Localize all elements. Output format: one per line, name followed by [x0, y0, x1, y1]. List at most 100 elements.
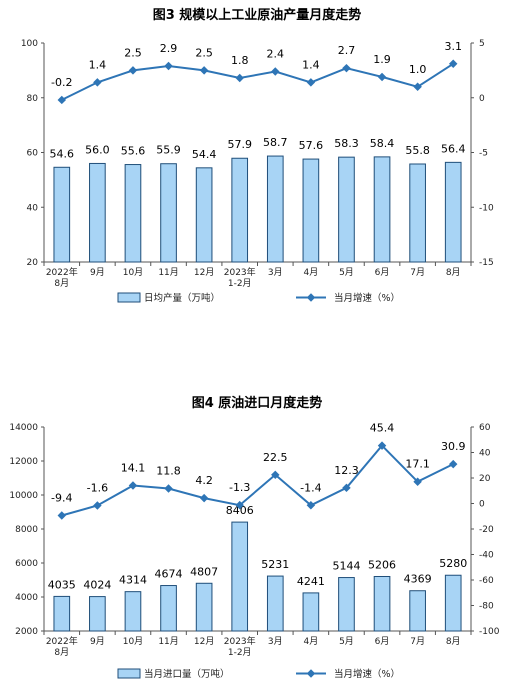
y-right-tick-label: -10	[479, 203, 494, 213]
line-point	[271, 67, 280, 76]
x-tick-label: 3月	[268, 636, 283, 647]
x-tick-label: 9月	[90, 636, 105, 647]
y-left-tick-label: 12000	[9, 457, 38, 467]
line-point	[128, 66, 138, 75]
bar-value-label: 57.6	[299, 139, 324, 152]
line-point	[377, 72, 387, 82]
line-value-label: -1.3	[229, 481, 250, 494]
line-point	[199, 493, 209, 503]
x-tick-label: 1-2月	[228, 647, 252, 658]
x-tick-label: 4月	[304, 267, 319, 278]
line-value-label: 22.5	[263, 451, 288, 464]
y-left-tick-label: 60	[27, 149, 39, 159]
line-point	[306, 501, 316, 510]
y-right-tick-label: -60	[479, 576, 494, 586]
bar-value-label: 56.4	[441, 142, 466, 155]
bar-value-label: 58.7	[263, 136, 288, 149]
bar	[53, 595, 71, 632]
bar	[266, 155, 284, 263]
x-tick-label: 10月	[123, 636, 143, 647]
x-tick-label: 5月	[339, 267, 354, 278]
y-right-tick-label: 0	[479, 94, 485, 104]
bar	[302, 592, 320, 632]
bar	[409, 590, 426, 632]
line-value-label: 2.5	[195, 46, 213, 59]
line-point	[342, 483, 351, 493]
bar-value-label: 55.9	[156, 144, 181, 157]
bar	[338, 577, 355, 632]
line-value-label: -1.4	[300, 481, 321, 494]
line-value-label: 30.9	[441, 440, 466, 453]
bar-value-label: 4035	[48, 578, 76, 591]
line-value-label: 2.5	[124, 46, 142, 59]
x-tick-label: 2023年	[224, 266, 256, 278]
y-right-tick-label: 60	[479, 423, 491, 433]
line-point	[128, 481, 138, 490]
bar	[124, 591, 142, 632]
line-value-label: 1.4	[302, 58, 320, 71]
x-tick-label: 8月	[446, 267, 461, 278]
line-point	[235, 73, 244, 83]
bar	[266, 575, 284, 632]
bar-value-label: 5144	[332, 560, 360, 573]
line-point	[57, 95, 67, 105]
line-value-label: 17.1	[405, 458, 430, 471]
bar-value-label: 58.4	[370, 137, 395, 150]
y-right-tick-label: 40	[479, 449, 491, 459]
x-tick-label: 6月	[375, 267, 390, 278]
bar-value-label: 57.9	[227, 138, 252, 151]
line-point	[199, 66, 209, 75]
line-value-label: -1.6	[87, 482, 108, 495]
bar-value-label: 4369	[404, 573, 432, 586]
bar	[231, 521, 249, 632]
growth-line	[61, 62, 454, 101]
bar	[338, 156, 355, 263]
chart-3: 图3 规模以上工业原油产量月度走势 20 40 60 80 100 -15 -10 -5 0 5 20…	[21, 7, 494, 304]
y-left-tick-label: 80	[27, 94, 39, 104]
bar-value-label: 4807	[190, 565, 218, 578]
bar-value-label: 58.3	[334, 137, 359, 150]
line-point	[377, 441, 387, 450]
y-left-tick-label: 6000	[15, 559, 38, 569]
chart-4: 图4 原油进口月度走势 2000 4000 6000 8000 10000 12000 140…	[9, 395, 499, 680]
y-left-tick-label: 40	[27, 203, 39, 213]
line-value-label: 4.2	[195, 474, 213, 487]
legend-bar-label: 当月进口量（万吨）	[144, 668, 230, 680]
line-value-label: 45.4	[370, 422, 395, 435]
x-tick-label: 8月	[54, 647, 69, 658]
y-right-tick-label: -20	[479, 525, 494, 535]
legend-line-marker	[306, 669, 316, 678]
bar-value-label: 5280	[439, 557, 467, 570]
y-right-tick-label: 5	[479, 39, 485, 49]
x-tick-label: 10月	[123, 267, 143, 278]
bar-value-label: 55.8	[405, 144, 430, 157]
x-tick-label: 5月	[339, 636, 354, 647]
x-tick-label: 8月	[54, 278, 69, 289]
x-tick-label: 2022年	[46, 266, 78, 278]
line-value-label: 1.9	[373, 53, 391, 66]
x-tick-label: 11月	[158, 267, 178, 278]
line-value-label: 12.3	[334, 464, 359, 477]
y-right-tick-label: -40	[479, 551, 494, 561]
y-left-tick-label: 14000	[9, 423, 38, 433]
line-value-label: 2.9	[160, 42, 178, 55]
y-right-tick-label: -80	[479, 602, 494, 612]
x-tick-label: 11月	[158, 636, 178, 647]
y-left-tick-label: 20	[27, 258, 39, 268]
line-point	[93, 501, 102, 510]
y-left-tick-label: 100	[21, 39, 38, 49]
legend-line-label: 当月增速（%）	[334, 292, 400, 304]
y-left-tick-label: 8000	[15, 525, 38, 535]
line-point	[448, 59, 458, 69]
x-tick-label: 2023年	[224, 635, 256, 647]
legend: 日均产量（万吨） 当月增速（%）	[117, 292, 400, 304]
bar-value-label: 5231	[261, 558, 289, 571]
bar	[89, 596, 106, 632]
x-tick-label: 8月	[446, 636, 461, 647]
x-tick-label: 6月	[375, 636, 390, 647]
legend-bar-swatch	[117, 668, 141, 679]
x-tick-label: 12月	[194, 267, 214, 278]
line-point	[306, 78, 316, 87]
